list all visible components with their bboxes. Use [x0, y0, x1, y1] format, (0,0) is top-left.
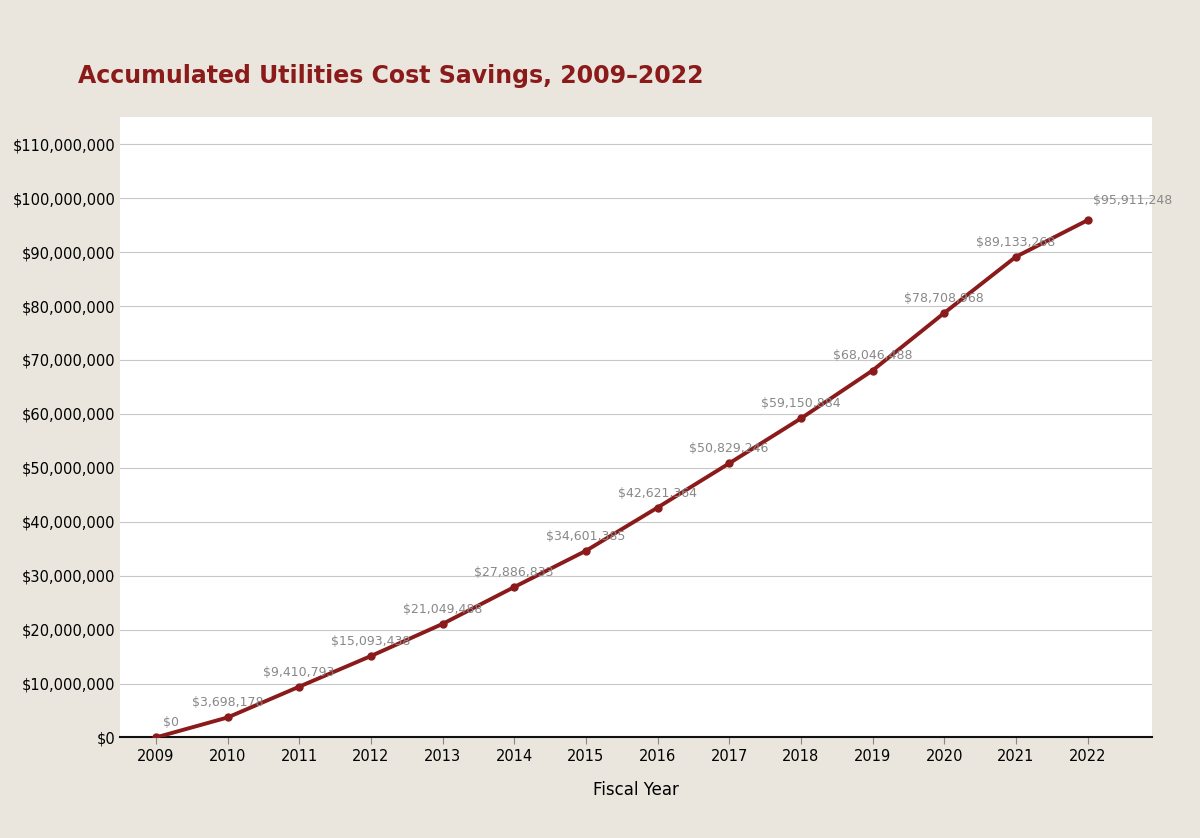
Text: $34,601,385: $34,601,385: [546, 530, 625, 543]
Text: $21,049,488: $21,049,488: [403, 603, 482, 616]
Text: $27,886,833: $27,886,833: [474, 566, 554, 579]
Text: $0: $0: [163, 716, 179, 729]
Text: $95,911,248: $95,911,248: [1093, 194, 1172, 207]
Text: $89,133,268: $89,133,268: [977, 235, 1056, 249]
Text: $42,621,364: $42,621,364: [618, 487, 697, 499]
Text: $59,150,884: $59,150,884: [761, 397, 841, 411]
Text: Accumulated Utilities Cost Savings, 2009–2022: Accumulated Utilities Cost Savings, 2009…: [78, 64, 703, 88]
Text: $78,708,968: $78,708,968: [905, 292, 984, 305]
Text: $9,410,793: $9,410,793: [264, 665, 335, 679]
X-axis label: Fiscal Year: Fiscal Year: [593, 781, 679, 799]
Text: $50,829,246: $50,829,246: [690, 442, 769, 455]
Text: $15,093,438: $15,093,438: [331, 635, 410, 648]
Text: $68,046,488: $68,046,488: [833, 349, 912, 362]
Text: $3,698,178: $3,698,178: [192, 696, 263, 710]
